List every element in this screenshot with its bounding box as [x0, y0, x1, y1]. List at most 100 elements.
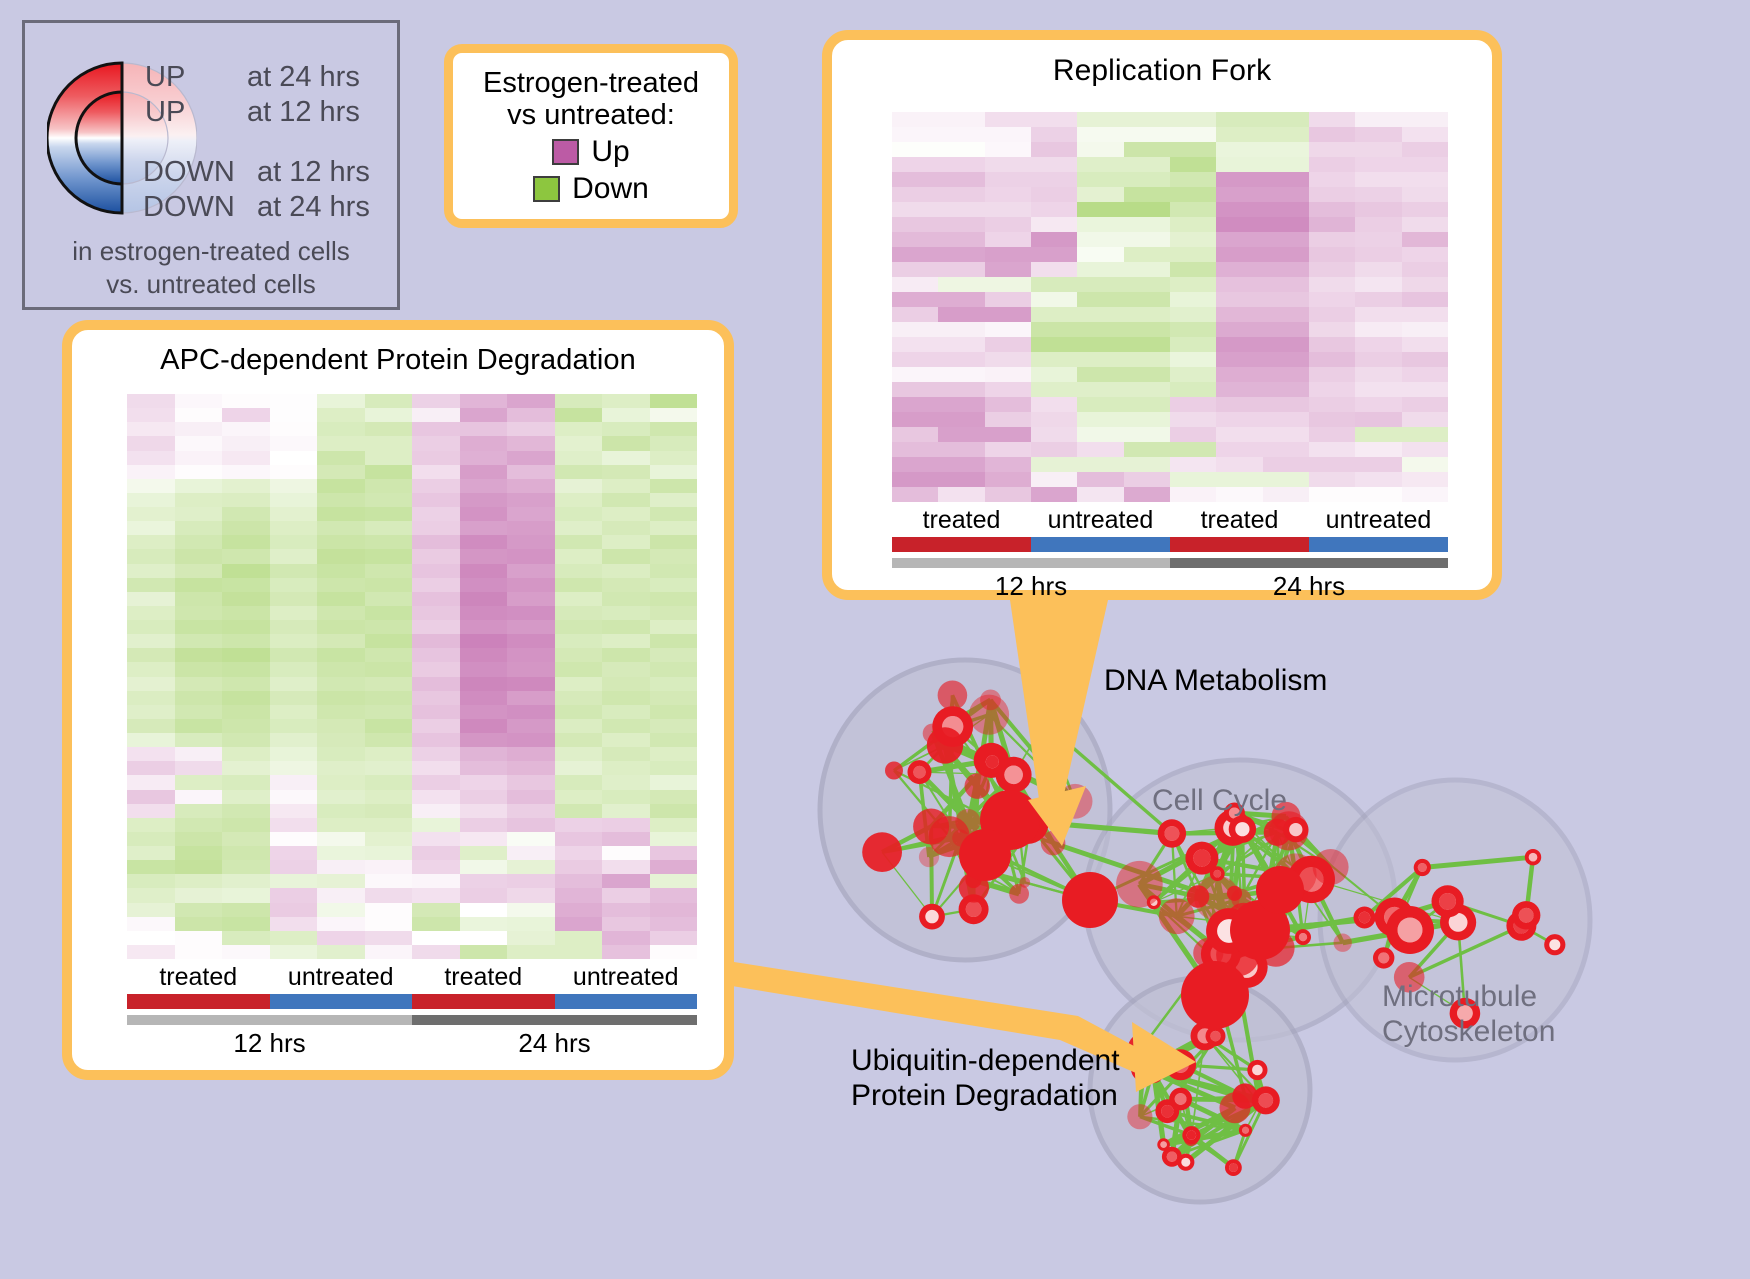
network-node-fill — [1448, 913, 1468, 932]
heatmap-cell — [364, 888, 412, 903]
heatmap-cell — [984, 247, 1031, 262]
wheel-ring-label-0: UP — [145, 61, 186, 93]
heatmap-cell — [984, 292, 1031, 307]
heatmap-cell — [174, 507, 222, 522]
network-node-fill — [1186, 1130, 1197, 1140]
heatmap-cell — [1123, 187, 1170, 202]
network-node-fill — [1172, 1056, 1189, 1073]
heatmap-cell — [602, 648, 650, 663]
heatmap-cell — [127, 860, 175, 875]
heatmap-cell — [1216, 442, 1263, 457]
network-node — [955, 808, 981, 835]
heatmap-cell — [1169, 247, 1217, 262]
heatmap-cell — [1030, 172, 1078, 187]
heatmap-cell — [1401, 412, 1448, 427]
heatmap-cell — [984, 472, 1031, 487]
heatmap-cell — [1216, 307, 1263, 322]
heatmap-cell — [507, 846, 555, 861]
heatmap-cell — [938, 247, 985, 262]
heatmap-cell — [1401, 247, 1448, 262]
heatmap-cell — [938, 367, 985, 382]
heatmap-cell — [317, 605, 365, 620]
heatmap-cell — [459, 591, 507, 606]
heatmap-cell — [649, 408, 697, 423]
heatmap-cell — [1169, 442, 1217, 457]
heatmap-cell — [1262, 262, 1309, 277]
heatmap-cell — [1030, 292, 1078, 307]
heatmap-cell — [554, 944, 602, 959]
heatmap-cell — [412, 591, 460, 606]
network-node-fill — [1358, 911, 1371, 924]
heatmap-cell — [649, 521, 697, 536]
heatmap-cell — [1169, 337, 1217, 352]
heatmap-cell — [1262, 397, 1309, 412]
legend-item-up: Up — [453, 135, 729, 169]
network-node-core — [1397, 917, 1423, 943]
heatmap-cell — [364, 704, 412, 719]
heatmap-cell — [412, 620, 460, 635]
heatmap-cell — [649, 846, 697, 861]
updown-legend-card: Estrogen-treated vs untreated: Up Down — [444, 44, 738, 228]
heatmap-cell — [1216, 247, 1263, 262]
network-node-fill — [1228, 807, 1240, 819]
heatmap-cell — [507, 408, 555, 423]
heatmap-cell — [174, 761, 222, 776]
heatmap-cell — [269, 817, 317, 832]
apc-title: APC-dependent Protein Degradation — [160, 344, 636, 376]
heatmap-cell — [554, 775, 602, 790]
heatmap-cell — [1169, 367, 1217, 382]
heatmap-cell — [649, 464, 697, 479]
heatmap-cell — [364, 436, 412, 451]
heatmap-cell — [602, 902, 650, 917]
heatmap-cell — [459, 733, 507, 748]
heatmap-cell — [1030, 307, 1078, 322]
heatmap-cell — [222, 422, 270, 437]
heatmap-cell — [892, 487, 939, 502]
heatmap-cell — [649, 478, 697, 493]
heatmap-cell — [1216, 397, 1263, 412]
heatmap-cell — [602, 634, 650, 649]
heatmap-cell — [459, 704, 507, 719]
heatmap-cell — [1123, 157, 1170, 172]
network-node — [1256, 866, 1304, 914]
network-node — [1116, 860, 1163, 908]
heatmap-cell — [364, 761, 412, 776]
heatmap-cell — [317, 860, 365, 875]
heatmap-cell — [1216, 262, 1263, 277]
heatmap-cell — [1216, 457, 1263, 472]
heatmap-cell — [317, 464, 365, 479]
heatmap-cell — [649, 831, 697, 846]
heatmap-cell — [222, 930, 270, 945]
heatmap-cell — [269, 648, 317, 663]
heatmap-cell — [649, 492, 697, 507]
treatment-bar-segment — [892, 537, 1031, 552]
heatmap-cell — [554, 634, 602, 649]
network-node — [913, 808, 950, 845]
heatmap-cell — [127, 436, 175, 451]
heatmap-cell — [174, 535, 222, 550]
heatmap-cell — [602, 521, 650, 536]
heatmap-cell — [412, 817, 460, 832]
heatmap-cell — [1216, 217, 1263, 232]
heatmap-cell — [1401, 457, 1448, 472]
heatmap-cell — [1262, 442, 1309, 457]
heatmap-cell — [602, 718, 650, 733]
heatmap-cell — [984, 352, 1031, 367]
network-node-fill — [1549, 939, 1561, 951]
heatmap-cell — [459, 394, 507, 409]
heatmap-cell — [1355, 382, 1402, 397]
heatmap-cell — [269, 789, 317, 804]
heatmap-cell — [364, 591, 412, 606]
heatmap-cell — [602, 831, 650, 846]
heatmap-cell — [1308, 307, 1356, 322]
heatmap-cell — [507, 634, 555, 649]
heatmap-cell — [174, 888, 222, 903]
heatmap-cell — [222, 591, 270, 606]
heatmap-cell — [1262, 472, 1309, 487]
heatmap-cell — [1401, 142, 1448, 157]
heatmap-cell — [984, 397, 1031, 412]
network-node-core — [1235, 822, 1250, 837]
heatmap-cell — [984, 112, 1031, 127]
heatmap-cell — [507, 549, 555, 564]
heatmap-cell — [364, 902, 412, 917]
